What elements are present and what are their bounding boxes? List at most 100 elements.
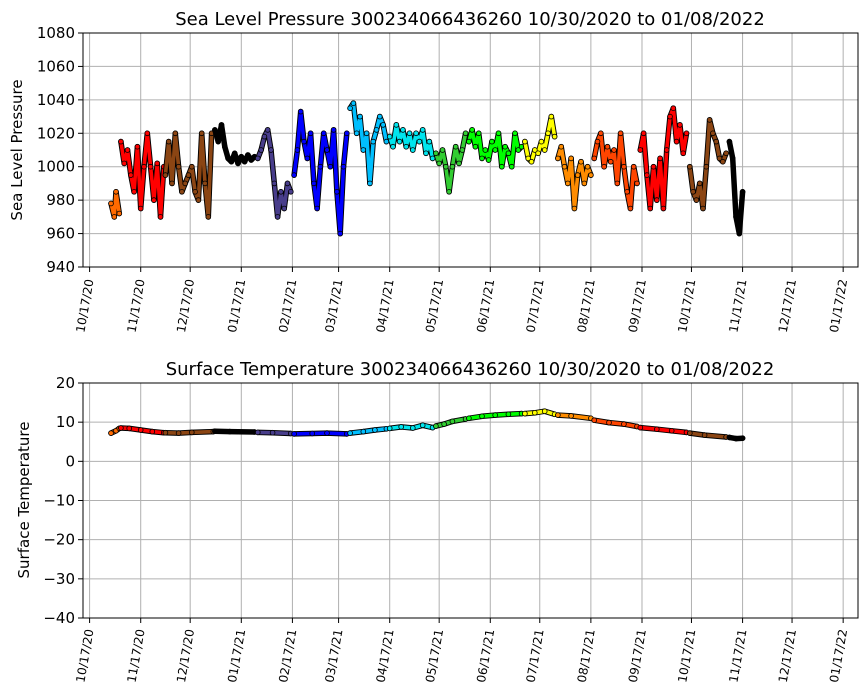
data-point: [436, 160, 443, 167]
data-point: [597, 130, 604, 137]
data-point: [561, 163, 568, 170]
data-point: [212, 428, 218, 435]
data-point: [739, 189, 746, 195]
data-point: [568, 413, 574, 419]
data-point: [489, 138, 495, 145]
x-tick-label: 12/17/21: [776, 628, 799, 684]
data-point: [558, 143, 564, 150]
data-point: [189, 163, 195, 170]
data-series: [727, 139, 745, 236]
y-tick-label: 940: [46, 258, 75, 276]
y-tick-label: 10: [56, 413, 75, 431]
data-point: [182, 180, 189, 187]
data-series: [109, 190, 122, 219]
data-point: [337, 230, 344, 237]
data-point: [192, 189, 198, 195]
data-point: [686, 163, 693, 170]
data-point: [441, 421, 447, 427]
x-tick-label: 09/17/21: [626, 278, 649, 334]
data-point: [227, 428, 233, 435]
data-point: [297, 108, 304, 115]
data-point: [442, 163, 449, 170]
data-point: [309, 430, 316, 437]
data-point: [254, 155, 261, 162]
x-tick-label: 05/17/21: [423, 278, 446, 334]
data-point: [668, 427, 675, 434]
data-point: [469, 127, 475, 133]
data-point: [215, 138, 222, 145]
data-series: [119, 131, 166, 219]
data-point: [710, 130, 716, 137]
data-point: [172, 130, 179, 137]
data-series: [434, 417, 468, 428]
y-tick-label: 20: [56, 374, 75, 392]
x-tick-label: 10/17/21: [675, 278, 698, 334]
data-point: [446, 189, 452, 195]
data-point: [241, 158, 248, 165]
data-point: [462, 130, 469, 137]
data-point: [278, 189, 284, 195]
data-point: [357, 113, 363, 120]
x-tick-label: 09/17/21: [626, 628, 649, 684]
data-point: [700, 205, 706, 212]
data-point: [673, 138, 680, 145]
data-point: [657, 155, 663, 162]
chart-title: Sea Level Pressure 300234066436260 10/30…: [175, 9, 765, 30]
data-point: [398, 424, 405, 430]
data-point: [515, 147, 522, 153]
data-point: [179, 189, 185, 195]
data-point: [551, 133, 558, 140]
data-series: [292, 431, 349, 436]
data-point: [126, 425, 132, 432]
data-point: [439, 147, 446, 153]
y-tick-label: −20: [43, 531, 75, 549]
data-point: [363, 130, 370, 137]
data-point: [372, 427, 378, 433]
data-point: [212, 127, 218, 133]
data-point: [433, 423, 439, 429]
data-point: [413, 130, 419, 137]
data-point: [502, 143, 508, 150]
data-point: [353, 130, 360, 137]
y-tick-label: 1080: [37, 24, 75, 42]
surface-temperature-chart: Surface Temperature 300234066436260 10/3…: [15, 359, 859, 684]
y-tick-label: −10: [43, 492, 75, 510]
data-series: [592, 418, 639, 429]
data-point: [449, 418, 456, 425]
data-point: [617, 130, 624, 137]
data-series: [434, 131, 468, 194]
x-ticks: 10/17/20 11/17/20 12/17/20 01/17/21 02/17/21…: [73, 618, 850, 684]
x-tick-label: 11/17/20: [125, 628, 148, 684]
data-point: [466, 138, 472, 145]
data-point: [287, 189, 294, 195]
x-tick-label: 11/17/21: [726, 278, 749, 334]
data-point: [360, 428, 367, 435]
data-point: [528, 158, 535, 165]
data-point: [409, 425, 416, 431]
x-tick-label: 01/17/21: [225, 278, 248, 334]
data-point: [261, 133, 268, 140]
data-point: [144, 130, 151, 137]
y-tick-label: −40: [43, 609, 75, 627]
data-point: [733, 435, 739, 442]
data-point: [541, 408, 548, 415]
data-point: [452, 143, 459, 150]
data-point: [390, 143, 396, 150]
data-point: [726, 434, 733, 441]
data-point: [607, 158, 614, 165]
data-point: [739, 435, 746, 442]
data-point: [151, 197, 157, 203]
data-point: [189, 429, 195, 436]
data-point: [320, 130, 327, 137]
data-point: [660, 205, 667, 212]
data-point: [459, 147, 466, 153]
data-point: [330, 127, 337, 133]
data-point: [268, 147, 274, 153]
y-axis-label: Sea Level Pressure: [8, 79, 26, 220]
data-point: [555, 155, 561, 162]
data-point: [591, 417, 597, 424]
data-point: [258, 147, 264, 153]
data-series: [348, 426, 389, 435]
data-point: [578, 158, 584, 165]
